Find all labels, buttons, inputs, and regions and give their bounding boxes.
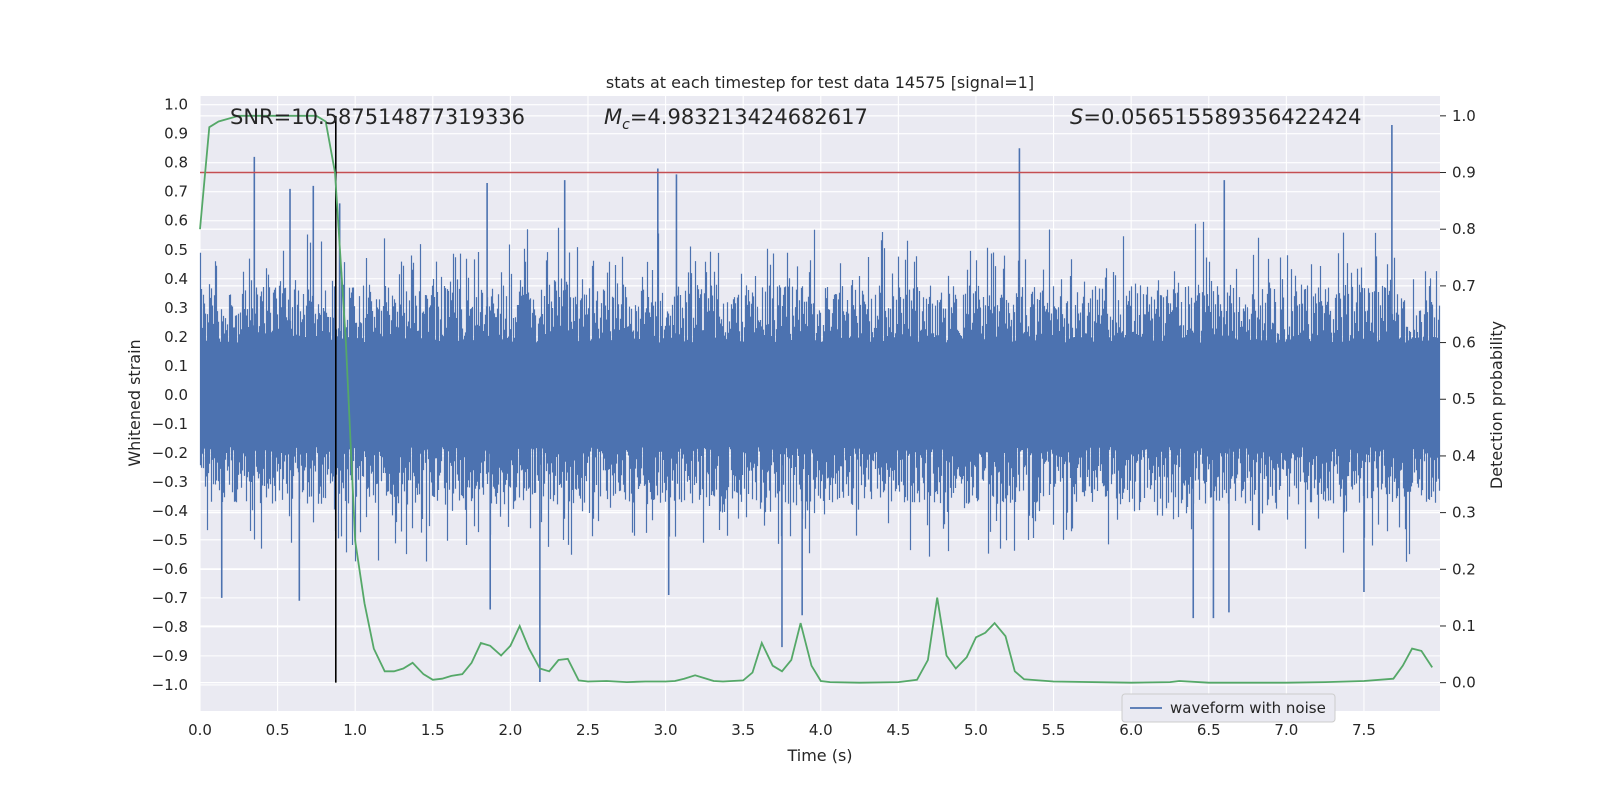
chirp-mass-value: =4.983213424682617 bbox=[630, 105, 868, 129]
right-tick-label: 0.1 bbox=[1452, 617, 1476, 635]
x-tick-label: 7.5 bbox=[1352, 721, 1376, 739]
y-tick-label: 0.0 bbox=[164, 386, 188, 404]
right-tick-label: 0.5 bbox=[1452, 390, 1476, 408]
y-tick-label: −1.0 bbox=[152, 676, 188, 694]
y-tick-label: 0.2 bbox=[164, 328, 188, 346]
right-axis-label: Detection probability bbox=[1487, 321, 1506, 489]
y-tick-label: −0.9 bbox=[152, 647, 188, 665]
y-tick-label: 0.4 bbox=[164, 270, 188, 288]
y-tick-labels: 1.0 0.9 0.8 0.7 0.6 0.5 0.4 0.3 0.2 0.1 0.0 −0.1 −0.… bbox=[152, 96, 188, 694]
x-tick-label: 2.5 bbox=[576, 721, 600, 739]
right-tick-labels: 1.0 0.9 0.8 0.7 0.6 0.5 0.4 0.3 0.2 0.1 0.0 bbox=[1440, 107, 1476, 692]
x-tick-label: 0.5 bbox=[266, 721, 290, 739]
right-tick-label: 0.8 bbox=[1452, 220, 1476, 238]
x-tick-label: 1.5 bbox=[421, 721, 445, 739]
chart-title: stats at each timestep for test data 145… bbox=[606, 73, 1034, 92]
probability-series bbox=[199, 114, 1433, 684]
y-tick-label: 0.1 bbox=[164, 357, 188, 375]
x-axis-label: Time (s) bbox=[786, 746, 852, 765]
y-tick-label: −0.3 bbox=[152, 473, 188, 491]
chirp-mass-symbol: M bbox=[604, 105, 622, 129]
s-annotation: S=0.056515589356422424 bbox=[1070, 105, 1361, 129]
right-tick-label: 0.2 bbox=[1452, 560, 1476, 578]
s-symbol: S bbox=[1070, 105, 1083, 129]
y-tick-label: 0.3 bbox=[164, 299, 188, 317]
y-tick-label: 0.7 bbox=[164, 183, 188, 201]
right-tick-label: 0.0 bbox=[1452, 674, 1476, 692]
right-tick-label: 0.3 bbox=[1452, 504, 1476, 522]
x-tick-label: 3.5 bbox=[731, 721, 755, 739]
legend-label: waveform with noise bbox=[1170, 699, 1326, 717]
legend-box bbox=[1121, 693, 1336, 723]
y-tick-label: −0.6 bbox=[152, 560, 188, 578]
x-tick-label: 2.0 bbox=[498, 721, 522, 739]
x-tick-label: 7.0 bbox=[1274, 721, 1298, 739]
x-tick-label: 5.0 bbox=[964, 721, 988, 739]
right-tick-label: 0.7 bbox=[1452, 277, 1476, 295]
x-tick-label: 4.5 bbox=[886, 721, 910, 739]
y-axis-label: Whitened strain bbox=[125, 339, 144, 466]
snr-annotation: SNR=10.587514877319336 bbox=[230, 105, 525, 129]
chirp-mass-subscript: c bbox=[622, 117, 630, 133]
right-tick-label: 1.0 bbox=[1452, 107, 1476, 125]
waveform-series bbox=[199, 125, 1441, 682]
x-tick-label: 1.0 bbox=[343, 721, 367, 739]
y-tick-label: −0.8 bbox=[152, 618, 188, 636]
x-tick-labels: 0.0 0.5 1.0 1.5 2.0 2.5 3.0 3.5 4.0 4.5 5.0 5.5 6.0 6… bbox=[188, 721, 1376, 739]
s-value: =0.056515589356422424 bbox=[1083, 105, 1361, 129]
x-tick-label: 3.0 bbox=[654, 721, 678, 739]
overlay-lines bbox=[200, 115, 1440, 683]
x-tick-label: 0.0 bbox=[188, 721, 212, 739]
chirp-mass-annotation: Mc=4.983213424682617 bbox=[604, 105, 868, 133]
waveform-core bbox=[200, 348, 1440, 442]
y-tick-label: −0.1 bbox=[152, 415, 188, 433]
y-tick-label: 0.6 bbox=[164, 212, 188, 230]
y-tick-label: −0.7 bbox=[152, 589, 188, 607]
y-tick-label: 1.0 bbox=[164, 96, 188, 114]
right-tick-label: 0.9 bbox=[1452, 164, 1476, 182]
y-tick-label: −0.5 bbox=[152, 531, 188, 549]
y-tick-label: 0.8 bbox=[164, 154, 188, 172]
right-tick-label: 0.4 bbox=[1452, 447, 1476, 465]
probability-line bbox=[199, 114, 1433, 684]
x-tick-label: 4.0 bbox=[809, 721, 833, 739]
y-tick-label: −0.2 bbox=[152, 444, 188, 462]
y-tick-label: 0.9 bbox=[164, 125, 188, 143]
x-tick-label: 5.5 bbox=[1042, 721, 1066, 739]
y-tick-label: 0.5 bbox=[164, 241, 188, 259]
legend: waveform with noise bbox=[1121, 693, 1336, 723]
right-tick-label: 0.6 bbox=[1452, 334, 1476, 352]
x-tick-label: 6.0 bbox=[1119, 721, 1143, 739]
y-tick-label: −0.4 bbox=[152, 502, 188, 520]
x-tick-label: 6.5 bbox=[1197, 721, 1221, 739]
